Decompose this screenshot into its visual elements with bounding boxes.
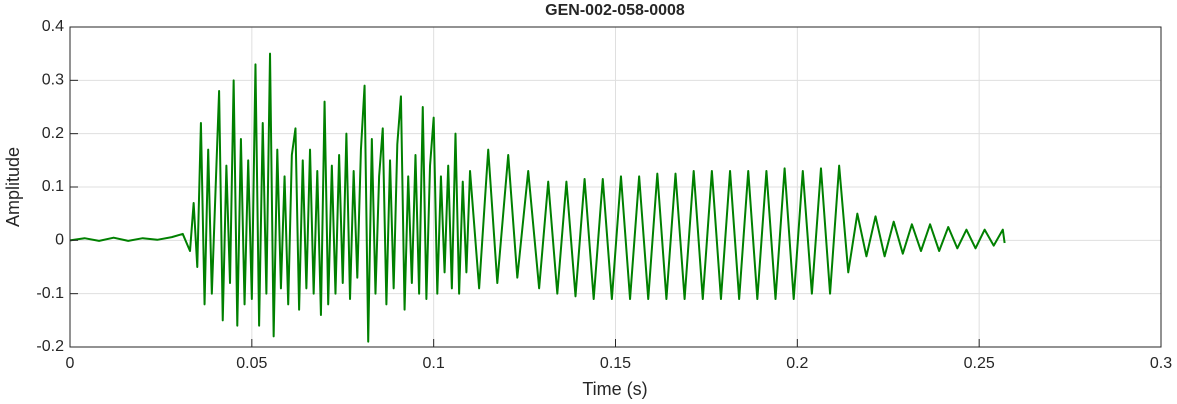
y-tick-label: 0 <box>55 232 64 249</box>
y-tick-label: -0.1 <box>36 285 64 302</box>
x-tick-label: 0 <box>66 355 75 372</box>
x-tick-label: 0.2 <box>786 355 808 372</box>
x-tick-label: 0.3 <box>1150 355 1172 372</box>
plot <box>69 52 1006 343</box>
chart-title: GEN-002-058-0008 <box>545 2 685 19</box>
y-tick-label: 0.3 <box>42 72 64 89</box>
x-axis-label: Time (s) <box>582 379 647 399</box>
x-tick-label: 0.1 <box>423 355 445 372</box>
x-tick-label: 0.15 <box>600 355 631 372</box>
signal-line <box>69 52 1006 343</box>
y-tick-label: 0.2 <box>42 125 64 142</box>
x-tick-label: 0.05 <box>236 355 267 372</box>
ticks: 0 0.05 0.1 0.15 0.2 0.25 0.3 -0.2 -0.1 0 0.1 0.2 0.3… <box>36 18 1172 372</box>
y-tick-label: 0.1 <box>42 178 64 195</box>
x-tick-label: 0.25 <box>964 355 995 372</box>
y-tick-label: 0.4 <box>42 18 64 35</box>
y-tick-label: -0.2 <box>36 338 64 355</box>
y-axis-label: Amplitude <box>3 147 23 227</box>
